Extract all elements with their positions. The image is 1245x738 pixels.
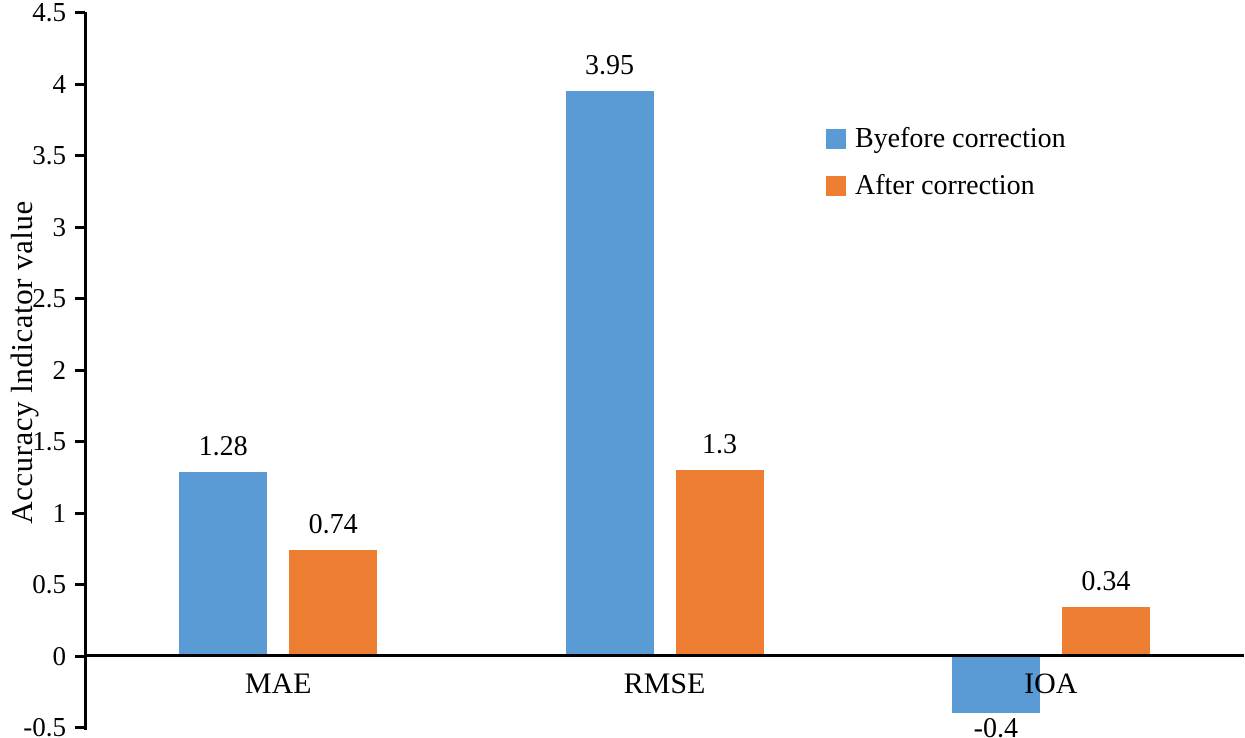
y-tick-label: 3 [52, 211, 67, 242]
value-label-mae-s0: 1.28 [198, 431, 248, 463]
y-tick-label: 2 [52, 354, 67, 385]
legend-swatch-orange [826, 176, 846, 196]
bar-byefore-correction-rmse [565, 90, 654, 656]
legend-label-after-correction: After correction [855, 170, 1035, 201]
y-tick [75, 368, 85, 372]
value-label-mae-s1: 0.74 [308, 508, 358, 540]
value-label-ioa-s0: -0.4 [973, 712, 1018, 738]
y-tick [75, 726, 85, 729]
x-category-label-ioa: IOA [1024, 667, 1078, 700]
legend-item-before-correction: Byefore correction [826, 123, 1066, 155]
bar-after-correction-mae [289, 549, 378, 656]
y-tick-label: 2.5 [32, 283, 66, 313]
y-tick [75, 82, 85, 86]
y-axis-line [84, 12, 87, 730]
bar-byefore-correction-ioa [951, 655, 1040, 713]
y-tick [75, 297, 85, 300]
bar-byefore-correction-mae [179, 472, 268, 656]
bar-after-correction-rmse [675, 469, 764, 656]
y-tick [75, 225, 85, 229]
x-category-label-mae: MAE [244, 667, 312, 700]
y-tick-label: -0.5 [23, 712, 66, 738]
y-tick-label: 1.5 [32, 426, 66, 456]
y-tick [75, 11, 85, 14]
legend-label-before-correction: Byefore correction [855, 123, 1066, 154]
y-tick-label: 4.5 [32, 0, 66, 27]
y-tick-label: 0.5 [32, 569, 66, 599]
y-tick [75, 583, 85, 586]
y-tick [75, 440, 85, 443]
legend-swatch-blue [826, 129, 846, 149]
x-category-label-rmse: RMSE [623, 667, 706, 700]
x-axis-line [84, 654, 1244, 657]
bar-after-correction-ioa [1061, 606, 1150, 656]
y-tick-label: 3.5 [32, 140, 66, 170]
y-tick [75, 154, 85, 157]
y-tick [75, 511, 85, 515]
y-tick [75, 654, 85, 658]
value-label-ioa-s1: 0.34 [1081, 565, 1131, 597]
value-label-rmse-s1: 1.3 [702, 428, 737, 460]
value-label-rmse-s0: 3.95 [585, 49, 634, 81]
y-tick-label: 1 [52, 497, 67, 528]
y-tick-label: 4 [52, 68, 67, 99]
y-tick-label: 0 [52, 640, 67, 671]
legend-item-after-correction: After correction [826, 170, 1035, 202]
